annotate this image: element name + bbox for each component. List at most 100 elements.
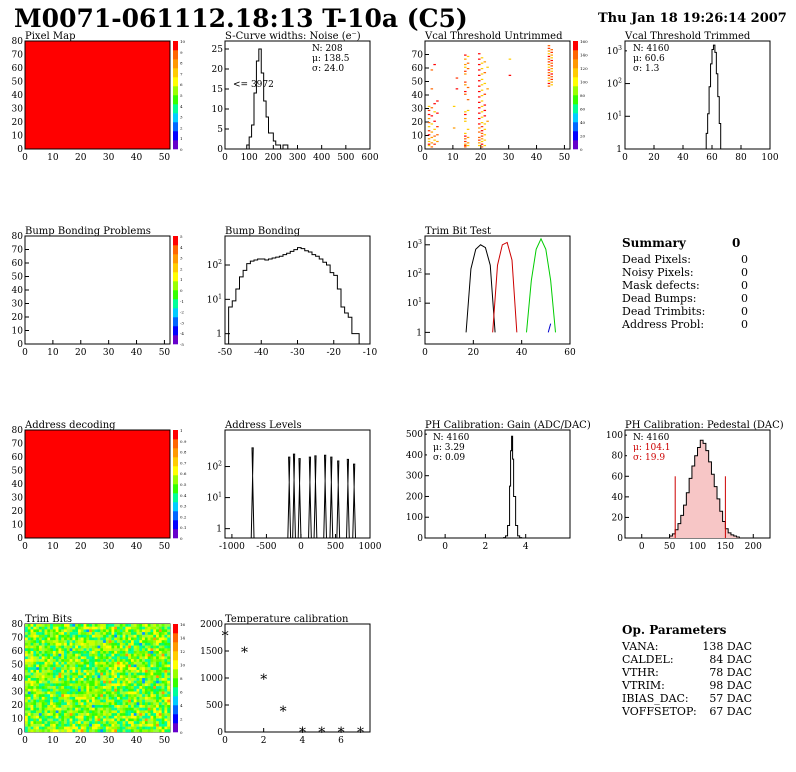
vcal-untrimmed-cell bbox=[480, 78, 484, 81]
trim-bits-cell bbox=[41, 664, 45, 668]
vcal-untrimmed-xtick-label: 0 bbox=[422, 153, 428, 163]
trim-bits-cell bbox=[55, 678, 59, 681]
trim-bits-cell bbox=[38, 718, 42, 722]
vcal-untrimmed-cell bbox=[433, 139, 436, 141]
trim-bits-cell bbox=[33, 699, 37, 703]
trim-bits-cell bbox=[38, 688, 42, 692]
bump-problems-palette-label: -2 bbox=[180, 310, 184, 315]
trim-bits-cell bbox=[61, 669, 65, 673]
trim-bits-xtick-label: 10 bbox=[47, 736, 59, 746]
vcal-untrimmed-cell bbox=[430, 146, 434, 148]
trim-bits-cell bbox=[25, 626, 28, 630]
address-levels-ytick-label: 1 bbox=[216, 525, 222, 535]
pixel-map-title: Pixel Map bbox=[25, 31, 75, 42]
trim-bits-cell bbox=[25, 696, 28, 700]
trim-bits-ytick-label: 50 bbox=[12, 661, 24, 671]
trim-bits-cell bbox=[25, 713, 28, 716]
trim-bits-cell bbox=[44, 648, 48, 652]
address-decoding-ytick-label: 50 bbox=[12, 467, 24, 477]
trim-bits-cell bbox=[33, 667, 37, 671]
vcal-untrimmed-cell bbox=[427, 113, 431, 116]
trim-bits-cell bbox=[38, 667, 42, 671]
trim-bits-cell bbox=[38, 694, 42, 698]
trim-bits-cell bbox=[52, 723, 56, 727]
temperature-calibration-ytick-label: 0 bbox=[217, 728, 223, 738]
trim-bits-cell bbox=[47, 651, 51, 654]
trim-bits-cell bbox=[30, 694, 34, 698]
trim-bits-cell bbox=[52, 648, 56, 652]
trim-bits-cell bbox=[36, 680, 40, 684]
trim-bits-cell bbox=[61, 642, 65, 646]
trim-bits-cell bbox=[36, 702, 40, 706]
vcal-untrimmed-cell bbox=[427, 117, 431, 120]
trim-bits-cell bbox=[33, 664, 37, 668]
trim-bits-cell bbox=[52, 680, 56, 684]
address-decoding-ytick-label: 30 bbox=[12, 494, 24, 504]
trim-bits-cell bbox=[47, 713, 51, 716]
bump-problems-ytick-label: 60 bbox=[12, 259, 24, 269]
trim-bits-cell bbox=[61, 626, 65, 630]
trim-bits-cell bbox=[30, 718, 34, 722]
bump-problems-ytick-label: 30 bbox=[12, 300, 24, 310]
trim-bits-cell bbox=[55, 702, 59, 706]
trim-bits-cell bbox=[55, 683, 59, 687]
temperature-calibration-point: ∗ bbox=[278, 701, 288, 717]
trim-bits-cell bbox=[25, 645, 28, 649]
trim-bits-xtick-label: 20 bbox=[75, 736, 87, 746]
vcal-untrimmed-cell bbox=[466, 55, 470, 58]
bump-problems-palette-cell bbox=[173, 326, 178, 336]
trim-bits-cell bbox=[47, 694, 51, 698]
vcal-untrimmed-cell bbox=[427, 122, 431, 124]
trim-bits-cell bbox=[33, 645, 37, 649]
vcal-trimmed-xtick-label: 40 bbox=[677, 153, 689, 163]
trim-bits-cell bbox=[33, 694, 37, 698]
trim-bits-cell bbox=[50, 726, 54, 730]
trim-bits-cell bbox=[58, 645, 62, 649]
address-levels-xtick-label: -500 bbox=[256, 542, 276, 552]
trim-bits-cell bbox=[61, 637, 65, 641]
vcal-untrimmed-cell bbox=[477, 58, 481, 60]
scurve-noise-ytick-label: 20 bbox=[212, 65, 224, 75]
vcal-untrimmed-cell bbox=[430, 131, 434, 133]
trim-bits-cell bbox=[44, 678, 48, 681]
trim-bits-cell bbox=[44, 694, 48, 698]
vcal-trimmed-title: Vcal Threshold Trimmed bbox=[624, 31, 751, 42]
trim-bits-cell bbox=[61, 726, 65, 730]
vcal-untrimmed-cell bbox=[483, 109, 487, 112]
address-levels-xtick-label: 1000 bbox=[359, 542, 382, 552]
trim-bits-cell bbox=[61, 729, 65, 733]
trim-bits-cell bbox=[47, 624, 51, 627]
trim-bits-title: Trim Bits bbox=[25, 614, 72, 625]
vcal-untrimmed-cell bbox=[464, 93, 467, 95]
trim-bits-cell bbox=[50, 721, 54, 725]
trim-bits-cell bbox=[27, 694, 31, 698]
vcal-trimmed-xtick-label: 100 bbox=[761, 153, 778, 163]
trim-bits-cell bbox=[30, 702, 34, 706]
vcal-untrimmed-palette-cell bbox=[573, 86, 578, 96]
vcal-untrimmed-cell bbox=[480, 126, 484, 128]
trim-bits-cell bbox=[36, 656, 40, 660]
vcal-untrimmed-cell bbox=[464, 120, 467, 122]
ph-gain-ytick-label: 500 bbox=[406, 430, 423, 440]
trim-bits-cell bbox=[25, 715, 28, 719]
trim-bits-cell bbox=[44, 726, 48, 730]
bump-problems-ytick-label: 50 bbox=[12, 273, 24, 283]
trim-bits-cell bbox=[61, 713, 65, 716]
trim-bits-cell bbox=[30, 653, 34, 657]
trim-bits-cell bbox=[41, 686, 45, 689]
address-decoding-xtick-label: 10 bbox=[47, 542, 59, 552]
trim-bits-cell bbox=[41, 640, 45, 644]
temperature-calibration-point: ∗ bbox=[317, 722, 327, 738]
bump-problems-palette-cell bbox=[173, 290, 178, 300]
trim-bits-cell bbox=[55, 637, 59, 641]
trim-bits-cell bbox=[30, 669, 34, 673]
trim-bits-cell bbox=[58, 688, 62, 692]
trim-bits-cell bbox=[25, 705, 28, 708]
trim-bits-cell bbox=[36, 713, 40, 716]
trim-bits-cell bbox=[30, 637, 34, 641]
trim-bits-cell bbox=[38, 726, 42, 730]
vcal-untrimmed-cell bbox=[547, 77, 551, 79]
trim-bits-cell bbox=[64, 661, 68, 665]
